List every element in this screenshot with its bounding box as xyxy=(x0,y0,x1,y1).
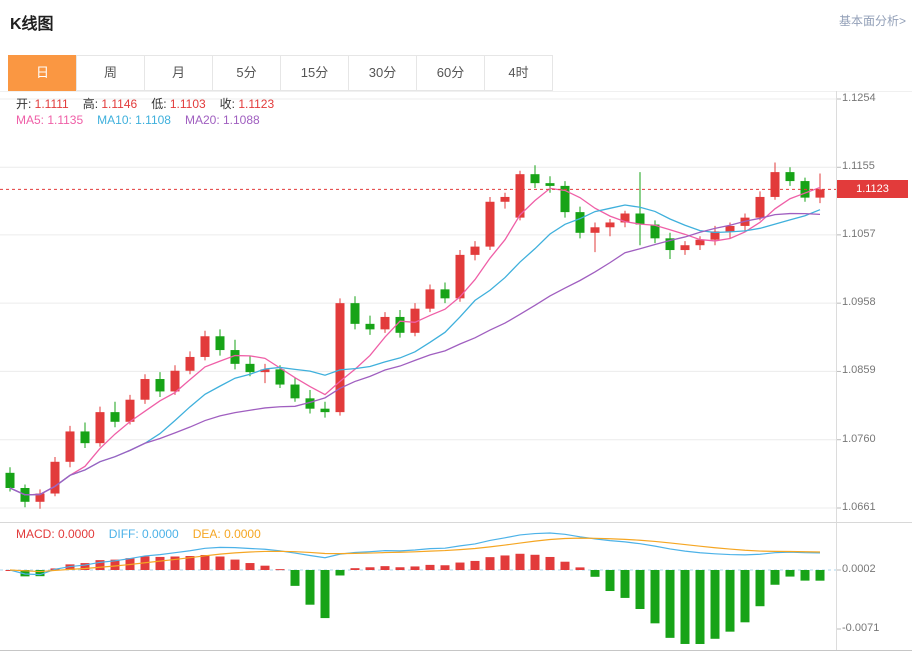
macd-legend-item: DEA: 0.0000 xyxy=(192,527,261,541)
divider-macd xyxy=(0,522,912,523)
ma-legend-item: MA20: 1.1088 xyxy=(184,113,260,127)
ma-legend-item: MA10: 1.1108 xyxy=(97,113,171,127)
price-axis-label: 1.1155 xyxy=(842,160,875,173)
ohlc-legend: 开: 1.1111 高: 1.1146 低: 1.1103 收: 1.1123 xyxy=(16,95,288,112)
divider-bottom xyxy=(0,650,912,651)
ma-legend-item: MA5: 1.1135 xyxy=(16,113,84,127)
tab-4hour[interactable]: 4时 xyxy=(484,55,553,91)
fundamental-analysis-link[interactable]: 基本面分析> xyxy=(838,14,906,28)
y-axis-border xyxy=(836,91,837,650)
tab-week[interactable]: 周 xyxy=(76,55,145,91)
macd-axis-label: -0.0071 xyxy=(842,622,880,634)
price-axis-label: 1.0760 xyxy=(842,432,876,445)
ohlc-legend-item: 开: 1.1111 xyxy=(16,97,69,111)
macd-legend: MACD: 0.0000 DIFF: 0.0000 DEA: 0.0000 xyxy=(16,527,275,541)
tab-day[interactable]: 日 xyxy=(8,55,77,91)
macd-legend-item: DIFF: 0.0000 xyxy=(108,527,179,541)
tab-60min[interactable]: 60分 xyxy=(416,55,485,91)
price-axis-label: 1.1254 xyxy=(842,92,876,104)
ohlc-legend-item: 高: 1.1146 xyxy=(82,97,138,111)
ohlc-legend-item: 低: 1.1103 xyxy=(151,97,206,111)
ma-legend: MA5: 1.1135 MA10: 1.1108 MA20: 1.1088 xyxy=(16,113,274,127)
tab-5min[interactable]: 5分 xyxy=(212,55,281,91)
price-axis-label: 1.0958 xyxy=(842,296,876,309)
price-axis-label: 1.0859 xyxy=(842,364,876,377)
tab-15min[interactable]: 15分 xyxy=(280,55,349,91)
divider-top xyxy=(0,91,912,92)
current-price-tag: 1.1123 xyxy=(837,180,908,199)
price-axis-label: 1.0661 xyxy=(842,501,876,513)
price-axis-label: 1.1057 xyxy=(842,227,876,240)
macd-legend-item: MACD: 0.0000 xyxy=(16,527,95,541)
ohlc-legend-item: 收: 1.1123 xyxy=(219,97,275,111)
macd-axis-label: 0.0002 xyxy=(842,563,876,575)
page-title: K线图 xyxy=(10,16,54,33)
tab-month[interactable]: 月 xyxy=(144,55,213,91)
tab-30min[interactable]: 30分 xyxy=(348,55,417,91)
period-tabs: 日周月 5分 15分 30分 60分 4时 xyxy=(8,55,553,91)
